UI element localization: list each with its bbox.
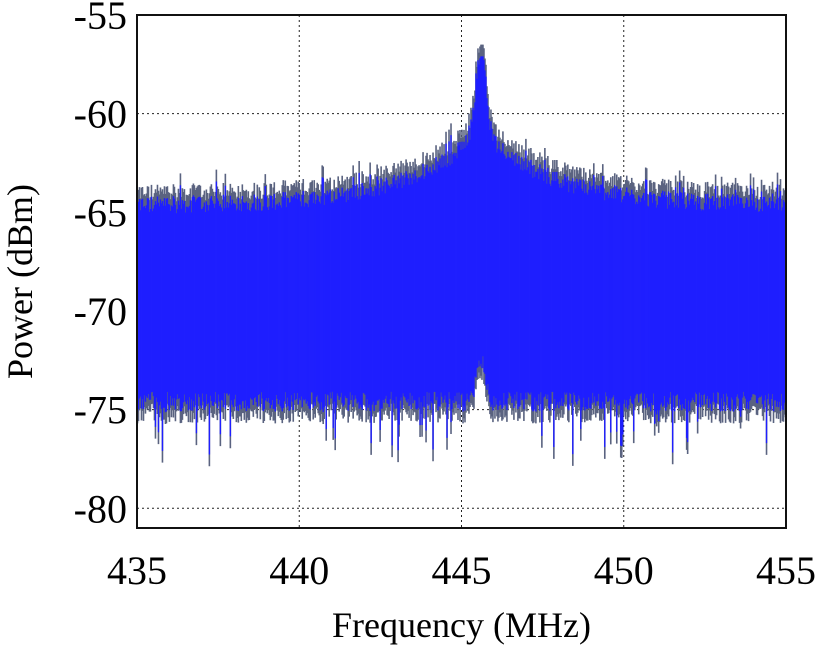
y-axis-ticks: -55 -60 -65 -70 -75 -80 [74,0,127,531]
plot-frame [136,14,787,529]
x-tick-label: 445 [432,548,492,593]
y-axis-title: Power (dBm) [0,184,40,379]
y-tick-label: -65 [74,190,127,235]
y-tick-label: -80 [74,486,127,531]
y-tick-label: -55 [74,0,127,38]
y-tick-label: -70 [74,289,127,334]
x-tick-label: 440 [269,548,329,593]
x-tick-label: 435 [107,548,167,593]
x-tick-label: 450 [594,548,654,593]
y-tick-label: -75 [74,388,127,433]
x-axis-title: Frequency (MHz) [332,605,591,645]
y-tick-label: -60 [74,92,127,137]
x-tick-label: 455 [756,548,816,593]
x-axis-ticks: 435 440 445 450 455 [107,548,816,593]
spectrum-fill [136,56,787,455]
spectrum-series [136,44,787,467]
